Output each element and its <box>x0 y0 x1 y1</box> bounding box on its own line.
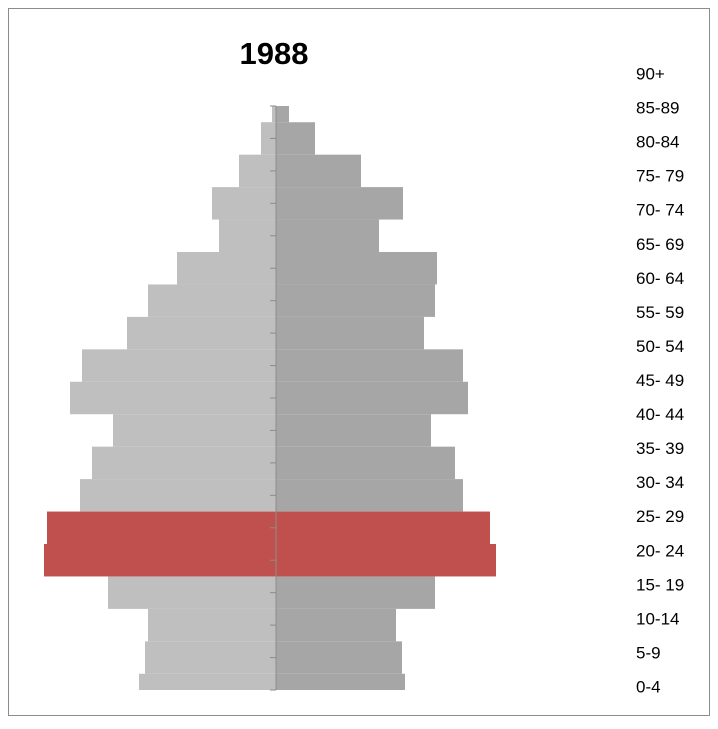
bar <box>127 316 276 350</box>
bar <box>47 511 276 544</box>
category-label: 70- 74 <box>636 201 684 220</box>
category-label: 75- 79 <box>636 167 684 186</box>
category-label: 80-84 <box>636 133 679 152</box>
bar <box>113 414 276 447</box>
bar <box>276 576 435 609</box>
bar <box>219 219 276 252</box>
category-label: 85-89 <box>636 99 679 118</box>
bar <box>276 479 463 512</box>
category-label: 5-9 <box>636 643 661 662</box>
bar <box>148 284 276 317</box>
bar <box>276 316 424 350</box>
category-label: 55- 59 <box>636 303 684 322</box>
category-label: 50- 54 <box>636 337 684 356</box>
bar <box>276 252 437 285</box>
chart-title: 1988 <box>240 36 309 71</box>
bar <box>272 106 276 123</box>
bar <box>276 106 289 123</box>
category-label: 10-14 <box>636 609 679 628</box>
bar <box>276 511 490 544</box>
bar <box>239 154 276 188</box>
category-label: 15- 19 <box>636 575 684 594</box>
category-label: 45- 49 <box>636 371 684 390</box>
bar <box>80 479 276 512</box>
bar <box>276 414 431 447</box>
bar <box>145 641 276 674</box>
bar <box>261 122 276 155</box>
bar <box>148 608 276 642</box>
bar <box>92 446 276 480</box>
bar <box>276 608 396 642</box>
category-label: 35- 39 <box>636 439 684 458</box>
category-label: 65- 69 <box>636 235 684 254</box>
bar <box>212 187 276 220</box>
bar <box>276 446 455 480</box>
category-label: 40- 44 <box>636 405 684 424</box>
bar <box>44 544 276 577</box>
bar <box>276 187 403 220</box>
category-label: 30- 34 <box>636 473 684 492</box>
bar <box>108 576 276 609</box>
bar <box>276 122 315 155</box>
bar <box>276 544 496 577</box>
category-label: 60- 64 <box>636 269 684 288</box>
category-label: 25- 29 <box>636 507 684 526</box>
bar <box>70 381 276 415</box>
bar <box>276 154 361 188</box>
bar <box>276 381 468 415</box>
bar <box>139 673 276 690</box>
category-label: 20- 24 <box>636 541 684 560</box>
bar <box>276 219 379 252</box>
category-label: 0-4 <box>636 677 661 696</box>
bar <box>276 641 402 674</box>
bar <box>276 284 435 317</box>
bar <box>177 252 276 285</box>
bar <box>276 673 405 690</box>
bar <box>82 349 276 382</box>
bar <box>276 349 463 382</box>
category-label: 90+ <box>636 64 665 83</box>
